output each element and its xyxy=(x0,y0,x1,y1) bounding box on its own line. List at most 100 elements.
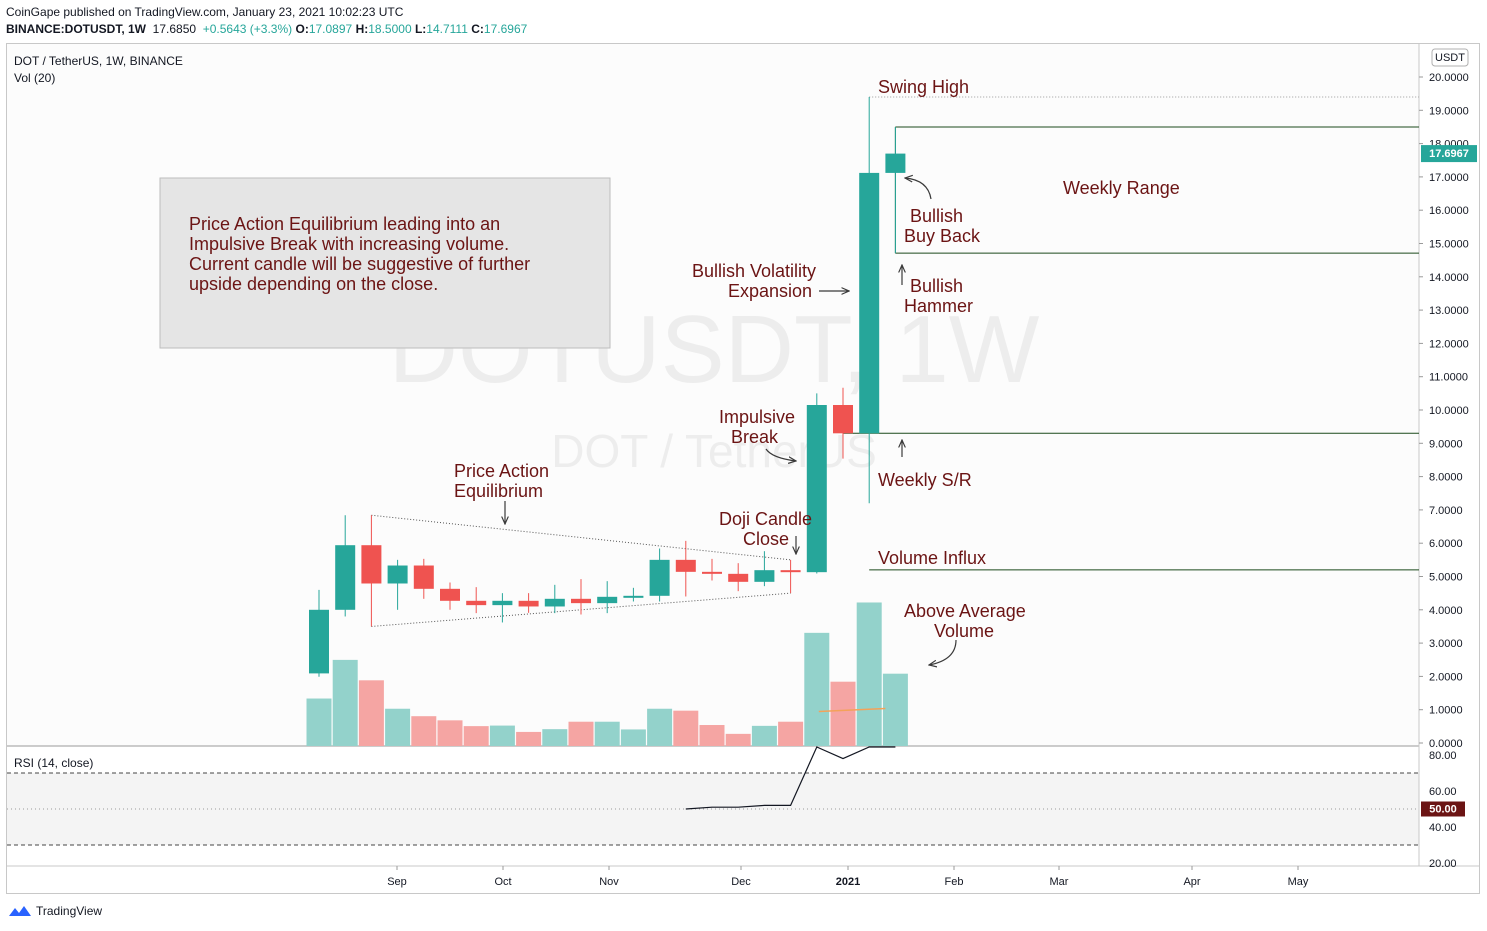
candle-body[interactable] xyxy=(885,153,906,173)
currency-badge-label: USDT xyxy=(1435,52,1465,64)
candle-body[interactable] xyxy=(571,598,591,604)
candle-body[interactable] xyxy=(335,545,356,610)
rsi-tick-label: 60.00 xyxy=(1429,786,1457,798)
price-tick-label: 0.0000 xyxy=(1429,738,1463,750)
low-label: L: xyxy=(414,22,427,36)
rsi-badge xyxy=(1421,801,1465,817)
candle-body[interactable] xyxy=(361,545,382,584)
price-tick-label: 6.0000 xyxy=(1429,538,1463,550)
last-price-badge-label: 17.6967 xyxy=(1429,148,1469,160)
weekly-sr-label: Weekly S/R xyxy=(878,470,972,490)
doji-close-line-1: Doji Candle xyxy=(719,509,812,529)
price-tick-label: 10.0000 xyxy=(1429,405,1469,417)
candle-body[interactable] xyxy=(387,565,408,584)
price-tick-label: 3.0000 xyxy=(1429,638,1463,650)
volume-bar xyxy=(358,680,384,746)
high-label: H: xyxy=(355,22,369,36)
volume-bar xyxy=(332,659,358,746)
volume-influx-label: Volume Influx xyxy=(878,548,986,568)
volume-bar xyxy=(830,681,856,746)
published-line: CoinGape published on TradingView.com, J… xyxy=(6,5,404,19)
candle-body[interactable] xyxy=(309,609,329,674)
currency-badge[interactable] xyxy=(1431,48,1469,67)
volume-bar xyxy=(437,720,463,746)
chart-frame[interactable] xyxy=(6,43,1480,894)
volume-bar xyxy=(699,725,725,746)
volume-bar xyxy=(751,725,777,746)
doji-close-line-2: Close xyxy=(743,529,789,549)
impulsive-break-arrow xyxy=(765,448,796,461)
volume-bar xyxy=(778,721,804,746)
bullish-buy-back-line-2: Buy Back xyxy=(904,226,981,246)
price-tick-label: 5.0000 xyxy=(1429,572,1463,584)
info-box-line-1: Price Action Equilibrium leading into an xyxy=(189,214,500,234)
price-change: +0.5643 (+3.3%) xyxy=(202,22,293,36)
bullish-hammer-line-1: Bullish xyxy=(910,276,963,296)
bullish-buy-back-line-1: Bullish xyxy=(910,206,963,226)
price-tick-label: 14.0000 xyxy=(1429,272,1469,284)
above-average-volume-line-1: Above Average xyxy=(904,601,1026,621)
candle-body[interactable] xyxy=(649,559,670,596)
candle-body[interactable] xyxy=(597,596,618,604)
swing-high-label: Swing High xyxy=(878,77,969,97)
candle-body[interactable] xyxy=(466,600,487,606)
open-label: O: xyxy=(295,22,309,36)
equilibrium-line-1: Price Action xyxy=(454,461,549,481)
close-value: 17.6967 xyxy=(483,22,528,36)
volume-bar xyxy=(882,673,908,746)
volume-ma-line xyxy=(818,707,886,713)
candle-body[interactable] xyxy=(702,571,722,574)
candle-body[interactable] xyxy=(623,595,644,598)
rsi-line xyxy=(685,746,896,810)
candle-body[interactable] xyxy=(492,600,513,606)
volume-bar xyxy=(411,716,437,746)
rsi-legend: RSI (14, close) xyxy=(14,756,93,770)
watermark-pair: DOT / TetherUS xyxy=(551,425,877,477)
candle-body[interactable] xyxy=(440,588,460,601)
price-tick-label: 13.0000 xyxy=(1429,305,1469,317)
price-tick-label: 20.0000 xyxy=(1429,72,1469,84)
candle-body[interactable] xyxy=(518,600,539,607)
pair-legend: DOT / TetherUS, 1W, BINANCE xyxy=(14,54,183,68)
info-box-line-2: Impulsive Break with increasing volume. xyxy=(189,234,509,254)
price-tick-label: 16.0000 xyxy=(1429,205,1469,217)
info-box-line-4: upside depending on the close. xyxy=(189,274,438,294)
info-box[interactable] xyxy=(159,177,611,349)
volume-bar xyxy=(516,731,542,746)
candle-body[interactable] xyxy=(806,405,827,573)
volume-bar xyxy=(673,710,699,746)
low-value: 14.7111 xyxy=(426,22,468,36)
candle-body[interactable] xyxy=(754,570,775,582)
time-tick-label: Oct xyxy=(494,876,511,888)
volume-bar xyxy=(463,726,489,746)
equilibrium-upper-trendline xyxy=(371,514,791,561)
tradingview-footer[interactable]: TradingView xyxy=(8,904,102,918)
tradingview-brand: TradingView xyxy=(36,904,103,918)
volume-legend: Vol (20) xyxy=(14,71,55,85)
above-average-volume-arrow xyxy=(929,639,957,665)
buy-back-arrow xyxy=(905,178,932,200)
candle-body[interactable] xyxy=(833,405,853,434)
volume-bar xyxy=(647,708,673,746)
impulsive-break-line-2: Break xyxy=(731,427,779,447)
candle-body[interactable] xyxy=(413,565,434,589)
impulsive-break-line-1: Impulsive xyxy=(719,407,795,427)
price-tick-label: 19.0000 xyxy=(1429,105,1469,117)
open-value: 17.0897 xyxy=(308,22,353,36)
price-pane[interactable] xyxy=(7,44,1419,746)
candle-body[interactable] xyxy=(728,573,749,582)
info-box-line-3: Current candle will be suggestive of fur… xyxy=(189,254,530,274)
volume-bar xyxy=(620,729,646,746)
candle-body[interactable] xyxy=(675,559,696,572)
price-tick-label: 17.0000 xyxy=(1429,172,1469,184)
candle-body[interactable] xyxy=(780,570,801,573)
price-tick-label: 11.0000 xyxy=(1429,372,1468,384)
price-tick-label: 2.0000 xyxy=(1429,671,1463,683)
candle-body[interactable] xyxy=(544,598,565,607)
candle-body[interactable] xyxy=(859,172,880,434)
volume-bar xyxy=(489,725,515,746)
price-tick-label: 4.0000 xyxy=(1429,605,1463,617)
annotation-arrows xyxy=(505,178,957,665)
rsi-tick-label: 80.00 xyxy=(1429,750,1457,762)
